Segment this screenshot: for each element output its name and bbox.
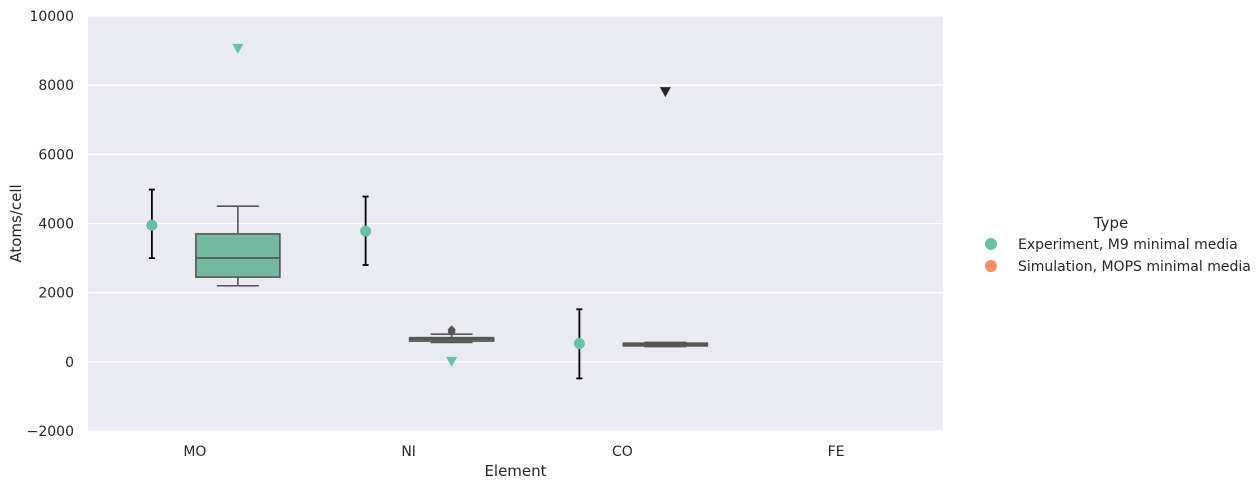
x-axis-label: Element	[484, 462, 546, 480]
experiment-point-ni	[360, 195, 372, 266]
x-tick-labels: MO NI CO FE	[183, 444, 844, 460]
experiment-point-co	[573, 308, 585, 380]
y-tick-label: 10000	[29, 9, 74, 25]
x-tick-label: MO	[183, 444, 206, 460]
legend-marker	[985, 238, 997, 250]
y-tick-label: 8000	[38, 78, 74, 94]
experiment-point-mo	[146, 188, 158, 259]
y-tick-labels: −2000 0 2000 4000 6000 8000 10000	[27, 9, 74, 440]
legend-label: Simulation, MOPS minimal media	[1018, 259, 1251, 275]
legend: Type Experiment, M9 minimal media Simulat…	[985, 214, 1251, 275]
legend-title: Type	[1093, 214, 1128, 232]
y-tick-label: 6000	[38, 147, 74, 163]
y-tick-label: 0	[65, 355, 74, 371]
y-axis-label: Atoms/cell	[7, 184, 25, 262]
box-co	[622, 341, 709, 348]
y-tick-label: 4000	[38, 217, 74, 233]
legend-label: Experiment, M9 minimal media	[1018, 237, 1238, 253]
x-tick-label: CO	[612, 444, 633, 460]
data-point	[573, 338, 585, 350]
legend-marker	[985, 260, 997, 272]
y-tick-label: 2000	[38, 286, 74, 302]
box-ni	[408, 325, 495, 344]
box-mo	[195, 205, 281, 287]
data-point	[360, 225, 372, 237]
grid	[88, 15, 943, 432]
box-body	[195, 233, 281, 278]
flier	[447, 325, 456, 334]
y-tick-label: −2000	[27, 424, 74, 440]
points	[146, 43, 671, 380]
x-tick-label: NI	[401, 444, 416, 460]
x-tick-label: FE	[828, 444, 845, 460]
boxes	[195, 205, 709, 348]
data-point	[146, 219, 158, 231]
triangle-marker-co	[659, 87, 671, 98]
triangle-marker-ni	[446, 356, 458, 367]
triangle-marker-mo	[232, 43, 244, 54]
